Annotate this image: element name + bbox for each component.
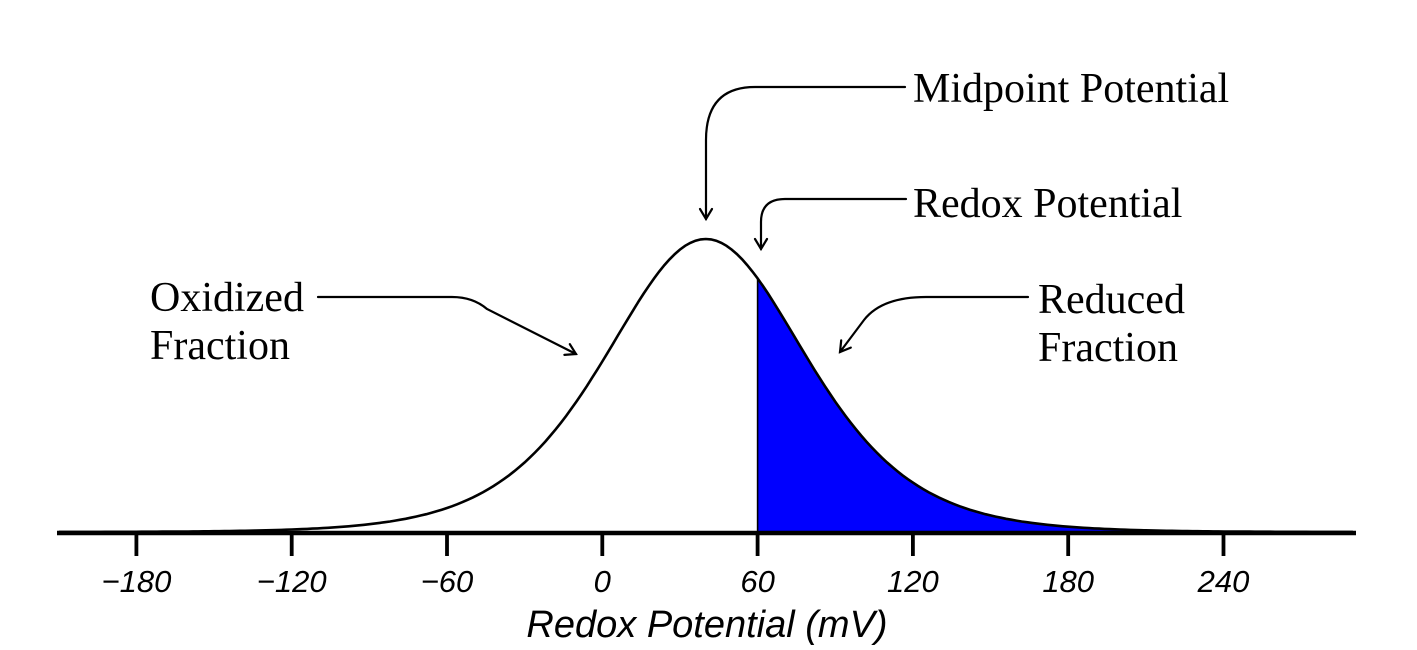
- x-axis-tick-label: 240: [1197, 564, 1250, 599]
- reduced-fraction-label-line1: Reduced: [1038, 277, 1185, 323]
- annotation-arrows: [316, 85, 1030, 356]
- reduced-fraction-label-line2: Fraction: [1038, 325, 1178, 371]
- x-axis-tick-label: 0: [594, 564, 611, 599]
- x-axis-tick-label: −180: [101, 564, 171, 599]
- redox-potential-label: Redox Potential: [913, 181, 1182, 227]
- x-axis: −180 −120 −60 0 60 120 180 240: [57, 530, 1356, 599]
- midpoint-potential-arrow: [698, 85, 907, 222]
- reduced-fraction-arrow: [838, 295, 1030, 354]
- distribution-curve: [58, 237, 1353, 534]
- oxidized-fraction-label-line1: Oxidized: [150, 275, 304, 321]
- oxidized-fraction-label-line2: Fraction: [150, 323, 290, 369]
- x-axis-tick-label: −120: [257, 564, 327, 599]
- x-axis-tick-label: −60: [421, 564, 474, 599]
- x-axis-tick-label: 60: [740, 564, 774, 599]
- x-axis-tick-label: 120: [887, 564, 939, 599]
- x-axis-tick-label: 180: [1042, 564, 1094, 599]
- annotation-labels: Midpoint Potential Redox Potential Oxidi…: [150, 66, 1229, 371]
- redox-potential-arrow: [753, 197, 908, 252]
- oxidized-fraction-arrow: [316, 295, 578, 356]
- x-axis-title: Redox Potential (mV): [526, 604, 887, 646]
- midpoint-potential-label: Midpoint Potential: [913, 66, 1229, 112]
